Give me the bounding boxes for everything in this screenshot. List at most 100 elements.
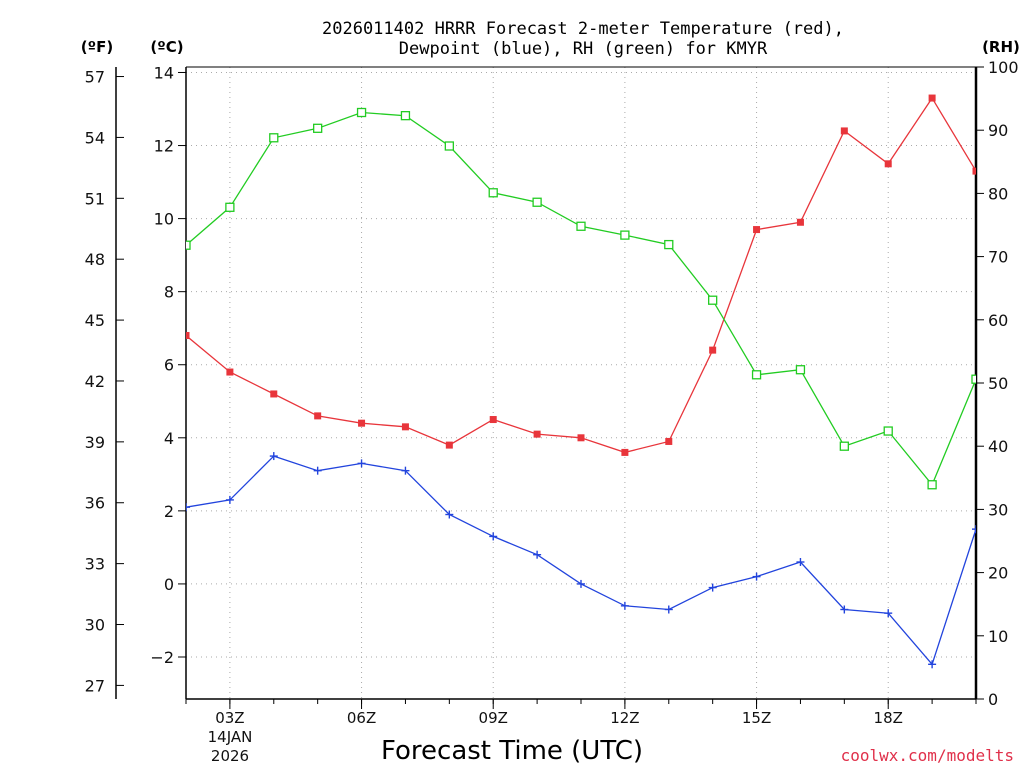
fahrenheit-tick-label: 27 — [85, 676, 105, 695]
dewpoint-point — [620, 601, 629, 610]
temperature-point — [796, 218, 804, 226]
x-tick-label: 09Z — [479, 709, 508, 727]
chart-title-line-2: Dewpoint (blue), RH (green) for KMYR — [399, 39, 768, 59]
celsius-tick-label: 4 — [164, 429, 174, 448]
axes: −2 0 2 4 6 8 10 12 14 27 30 33 36 39 42 45 48 51 54 57 0 10 20… — [85, 58, 1019, 727]
rh-tick-label: 20 — [988, 564, 1008, 583]
temperature-point — [621, 448, 629, 456]
temperature-point — [709, 346, 717, 354]
fahrenheit-tick-label: 42 — [85, 372, 105, 391]
dewpoint-point — [186, 503, 190, 512]
dewpoint-point — [928, 660, 937, 669]
rh-line — [186, 111, 976, 487]
dewpoint-point — [708, 583, 717, 592]
x-tick-label: 15Z — [742, 709, 771, 727]
temperature-point — [577, 434, 585, 442]
rh-point — [269, 133, 279, 143]
celsius-tick-label: 10 — [154, 210, 174, 229]
temperature-point — [884, 160, 892, 168]
x-tick-label: 12Z — [610, 709, 639, 727]
dewpoint-point — [489, 532, 498, 541]
rh-point — [971, 374, 976, 384]
grid-lines — [186, 67, 976, 699]
rh-point — [620, 230, 630, 240]
rh-tick-label: 100 — [988, 58, 1019, 77]
temperature-point — [972, 167, 976, 175]
temperature-line — [186, 96, 976, 454]
rh-point — [313, 123, 323, 133]
fahrenheit-tick-label: 54 — [85, 128, 105, 147]
dewpoint-point — [269, 452, 278, 461]
celsius-tick-label: −2 — [150, 648, 174, 667]
date-label-year: 2026 — [211, 747, 249, 765]
chart-title-line-1: 2026011402 HRRR Forecast 2-meter Tempera… — [322, 19, 844, 39]
dewpoint-point — [664, 605, 673, 614]
x-tick-label: 18Z — [874, 709, 903, 727]
fahrenheit-tick-label: 51 — [85, 189, 105, 208]
temperature-point — [753, 226, 761, 234]
temperature-point — [314, 412, 322, 420]
fahrenheit-tick-label: 36 — [85, 494, 105, 513]
dewpoint-point — [313, 466, 322, 475]
dewpoint-point — [401, 466, 410, 475]
rh-point — [225, 202, 235, 212]
rh-point — [488, 188, 498, 198]
temperature-point — [665, 437, 673, 445]
temperature-series — [186, 94, 976, 456]
fahrenheit-tick-label: 45 — [85, 311, 105, 330]
rh-point — [795, 365, 806, 375]
x-tick-label: 03Z — [215, 709, 244, 727]
rh-tick-label: 10 — [988, 627, 1008, 646]
celsius-tick-label: 12 — [154, 137, 174, 156]
rh-point — [444, 141, 454, 151]
x-axis-label: Forecast Time (UTC) — [381, 736, 643, 766]
rh-point — [708, 295, 718, 305]
dewpoint-point — [225, 495, 234, 504]
rh-tick-label: 40 — [988, 437, 1008, 456]
rh-point — [532, 197, 542, 207]
temperature-point — [270, 390, 278, 398]
celsius-unit-label: (ºC) — [150, 38, 183, 56]
dewpoint-point — [533, 550, 542, 559]
data-series — [186, 94, 976, 669]
fahrenheit-tick-label: 48 — [85, 250, 105, 269]
dewpoint-point — [577, 579, 585, 588]
celsius-tick-label: 2 — [164, 502, 174, 521]
rh-point — [664, 239, 674, 250]
rh-unit-label: (RH) — [982, 38, 1020, 56]
rh-tick-label: 50 — [988, 374, 1008, 393]
date-label-month: 14JAN — [208, 728, 253, 746]
dewpoint-series — [186, 452, 976, 669]
temperature-point — [840, 127, 848, 135]
rh-point — [186, 240, 191, 250]
fahrenheit-tick-label: 33 — [85, 555, 105, 574]
rh-point — [839, 441, 849, 451]
dewpoint-point — [445, 510, 454, 519]
temperature-point — [928, 94, 936, 102]
rh-point — [883, 426, 893, 436]
dewpoint-point — [840, 605, 849, 614]
temperature-point — [186, 332, 190, 340]
rh-point — [927, 480, 937, 490]
rh-tick-label: 60 — [988, 311, 1008, 330]
fahrenheit-tick-label: 30 — [85, 616, 105, 635]
rh-tick-label: 70 — [988, 248, 1008, 267]
temperature-point — [489, 416, 497, 424]
fahrenheit-tick-label: 57 — [85, 68, 105, 87]
dewpoint-point — [972, 525, 976, 534]
temperature-point — [445, 441, 453, 449]
credit-label: coolwx.com/modelts — [841, 746, 1014, 765]
dewpoint-point — [884, 609, 893, 618]
rh-point — [400, 111, 411, 121]
rh-point — [751, 370, 762, 380]
celsius-tick-label: 0 — [164, 575, 174, 594]
rh-tick-label: 30 — [988, 500, 1008, 519]
rh-point — [576, 221, 586, 231]
temperature-point — [533, 430, 541, 438]
celsius-tick-label: 8 — [164, 283, 174, 302]
rh-tick-label: 90 — [988, 121, 1008, 140]
temperature-point — [358, 419, 366, 427]
dewpoint-point — [752, 572, 761, 581]
rh-series — [186, 107, 976, 490]
